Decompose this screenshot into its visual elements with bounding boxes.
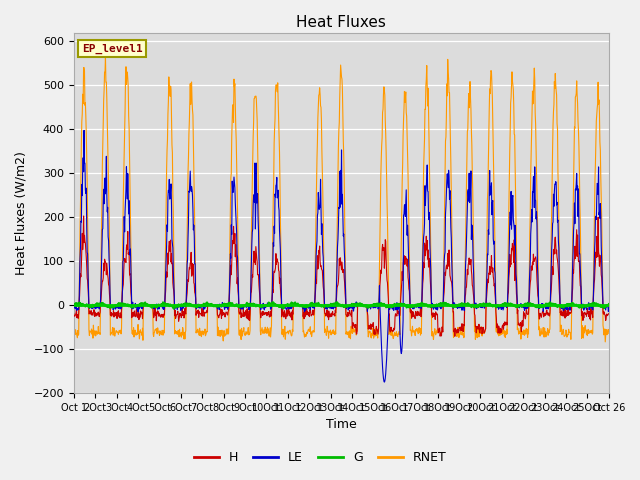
RNET [605, 331, 612, 336]
RNET [363, 302, 371, 308]
H [80, 213, 88, 219]
LE [70, 302, 77, 308]
G [141, 301, 148, 307]
RNET [251, 96, 259, 101]
X-axis label: Time: Time [326, 419, 356, 432]
G [363, 303, 371, 309]
Line: RNET: RNET [74, 57, 609, 342]
G [352, 301, 360, 307]
RNET [351, 326, 359, 332]
H [70, 311, 77, 317]
Y-axis label: Heat Fluxes (W/m2): Heat Fluxes (W/m2) [15, 151, 28, 275]
H [451, 334, 459, 339]
LE [251, 200, 259, 205]
Line: G: G [74, 302, 609, 309]
RNET [102, 54, 109, 60]
Legend: H, LE, G, RNET: H, LE, G, RNET [189, 446, 451, 469]
LE [363, 302, 371, 308]
G [251, 301, 259, 307]
Line: LE: LE [74, 130, 609, 382]
LE [303, 305, 310, 311]
Title: Heat Fluxes: Heat Fluxes [296, 15, 386, 30]
LE [351, 301, 359, 307]
LE [80, 127, 88, 133]
H [605, 311, 612, 316]
RNET [70, 332, 77, 338]
Line: H: H [74, 216, 609, 336]
H [141, 302, 149, 308]
H [161, 312, 168, 318]
G [605, 301, 612, 307]
G [70, 301, 77, 307]
H [363, 302, 371, 308]
Text: EP_level1: EP_level1 [82, 43, 143, 54]
H [251, 260, 259, 265]
G [170, 306, 177, 312]
RNET [602, 339, 609, 345]
RNET [141, 302, 149, 308]
LE [381, 379, 388, 385]
RNET [303, 333, 310, 338]
G [160, 302, 168, 308]
LE [605, 303, 612, 309]
H [351, 324, 359, 329]
G [303, 303, 310, 309]
RNET [161, 327, 168, 333]
LE [141, 302, 149, 308]
G [269, 300, 276, 305]
H [303, 312, 310, 318]
LE [161, 306, 168, 312]
